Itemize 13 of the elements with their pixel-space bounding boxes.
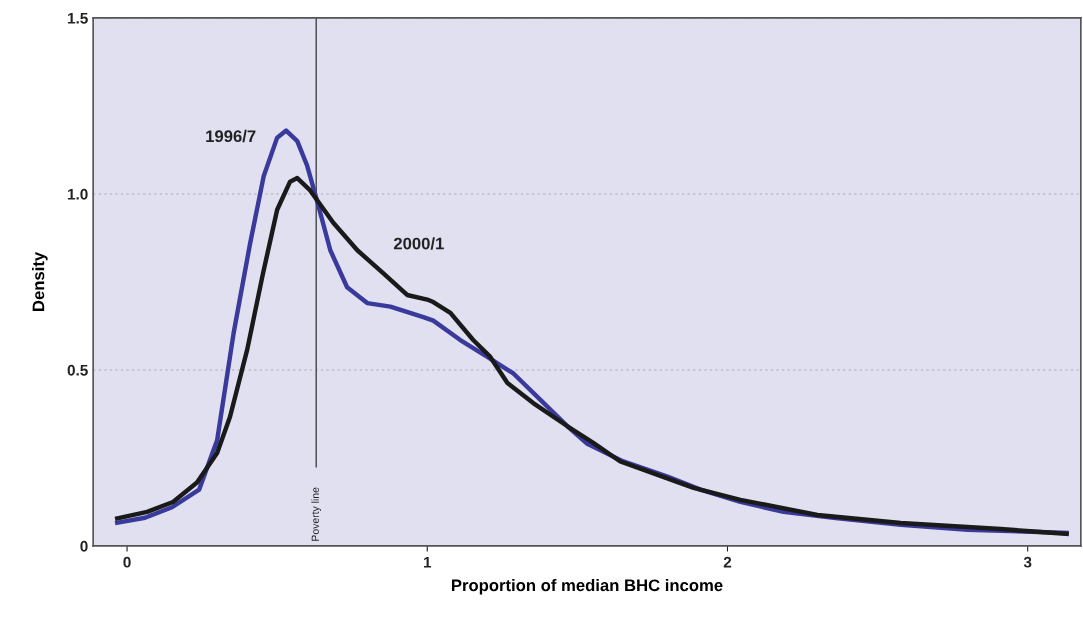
x-tick-label: 3 bbox=[1023, 556, 1032, 568]
series-label: 2000/1 bbox=[393, 237, 444, 250]
series-label: 1996/7 bbox=[206, 129, 256, 143]
x-axis-title: Proportion of median BHC income bbox=[451, 578, 723, 595]
x-tick-label: 2 bbox=[723, 556, 732, 568]
ref-line-label: Poverty line bbox=[311, 487, 322, 541]
x-tick-label: 0 bbox=[123, 556, 131, 568]
x-tick-label: 1 bbox=[423, 556, 432, 568]
y-tick-label: 1.0 bbox=[68, 188, 88, 200]
y-tick-label: 0.5 bbox=[67, 364, 88, 376]
y-tick-label: 1.5 bbox=[68, 12, 88, 24]
y-tick-label: 0 bbox=[80, 540, 88, 552]
y-axis-title: Density bbox=[32, 251, 48, 311]
